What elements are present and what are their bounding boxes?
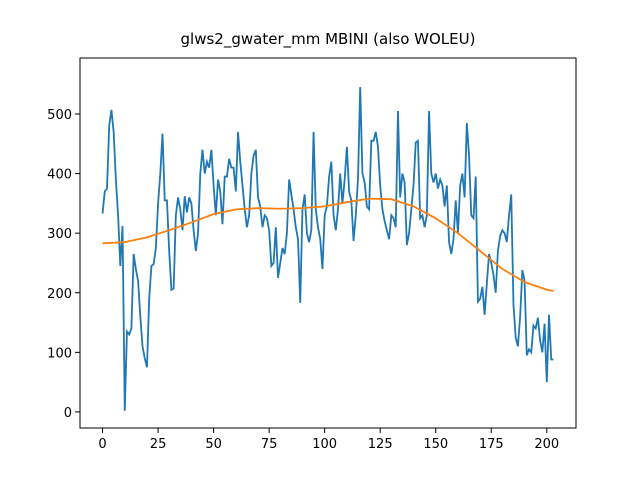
x-tick-label: 150: [423, 437, 448, 452]
y-tick-label: 400: [47, 168, 72, 183]
y-tick-label: 100: [47, 346, 72, 361]
axes-frame: [79, 57, 577, 429]
y-tick-label: 300: [47, 227, 72, 242]
y-tick-label: 0: [64, 406, 72, 421]
data-line: [101, 87, 554, 411]
x-tick-label: 100: [312, 437, 337, 452]
x-tick-label: 0: [98, 437, 106, 452]
y-tick-label: 200: [47, 287, 72, 302]
x-tick-label: 50: [205, 437, 222, 452]
y-tick-label: 500: [47, 108, 72, 123]
data-line: [102, 197, 554, 292]
x-tick-label: 125: [368, 437, 393, 452]
x-tick-label: 75: [261, 437, 278, 452]
chart-title: glws2_gwater_mm MBINI (also WOLEU): [181, 30, 476, 49]
x-tick-label: 25: [150, 437, 167, 452]
x-tick-label: 175: [479, 437, 504, 452]
x-tick-label: 200: [534, 437, 559, 452]
